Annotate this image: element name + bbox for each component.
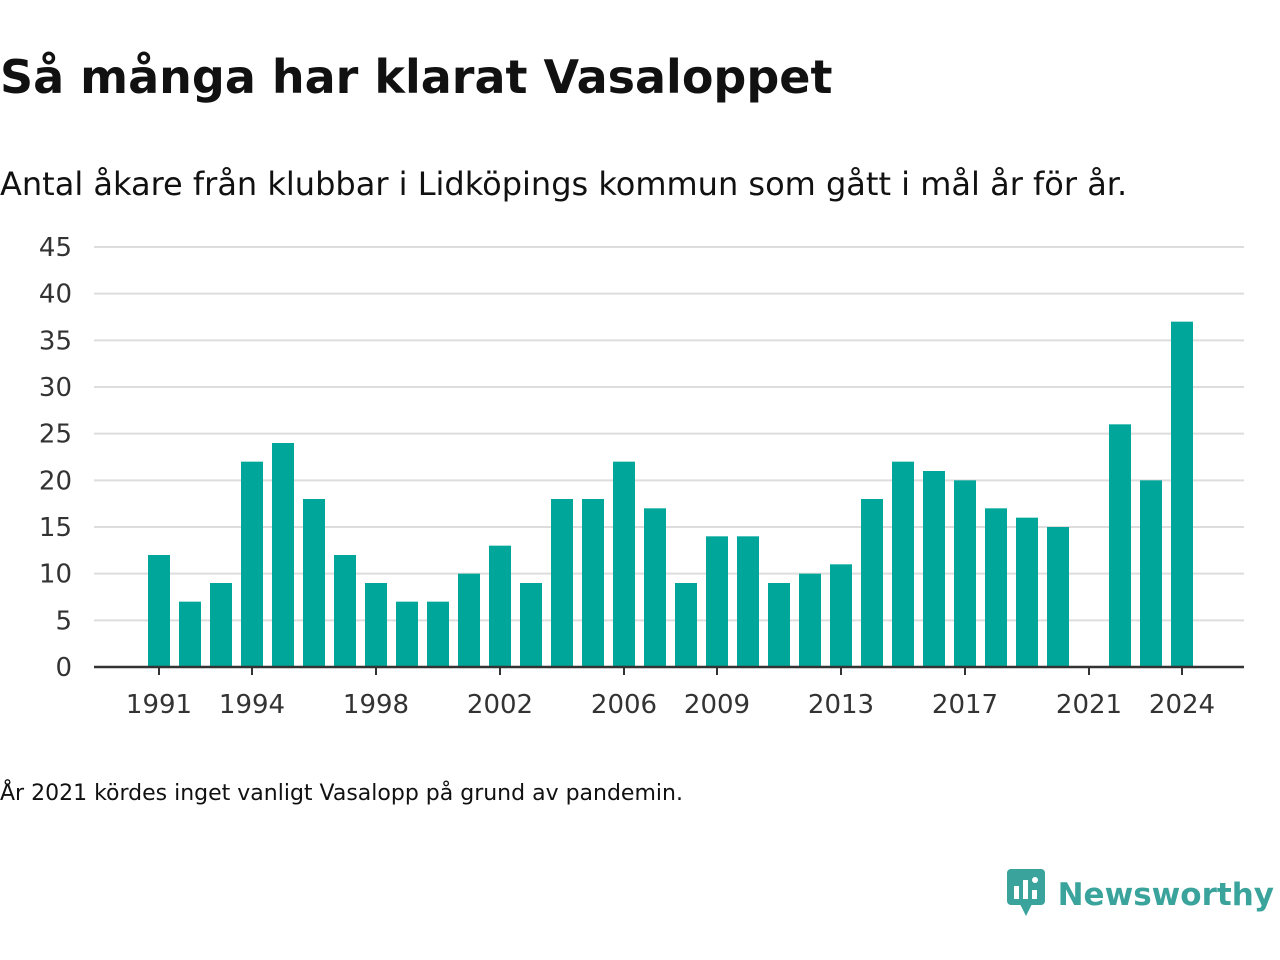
bar-2022 xyxy=(1109,424,1131,667)
x-axis-ticks: 1991 1994 1998 2002 2006 2009 2013 2017 2021 2024 xyxy=(126,667,1215,720)
bar-2002 xyxy=(489,545,511,667)
bar-1991 xyxy=(148,555,170,667)
x-tick-label: 2002 xyxy=(467,690,533,720)
bar-2009 xyxy=(706,536,728,667)
y-tick-label: 0 xyxy=(55,653,72,683)
bar-1993 xyxy=(210,583,232,667)
bar-2011 xyxy=(768,583,790,667)
bar-2000 xyxy=(427,601,449,667)
bar-chart-speech-bubble-icon xyxy=(1006,868,1046,922)
chart-title: Så många har klarat Vasaloppet xyxy=(0,50,833,104)
x-tick-label: 1998 xyxy=(343,690,409,720)
bar-1994 xyxy=(241,461,263,667)
bar-1996 xyxy=(303,499,325,667)
bar-2020 xyxy=(1047,527,1069,667)
y-tick-label: 40 xyxy=(39,280,72,310)
bar-2017 xyxy=(954,480,976,667)
grid-lines xyxy=(94,246,1244,622)
bar-2024 xyxy=(1171,321,1193,667)
bar-2015 xyxy=(892,461,914,667)
y-tick-label: 35 xyxy=(39,326,72,356)
footnote: År 2021 kördes inget vanligt Vasalopp på… xyxy=(0,781,683,806)
y-tick-label: 45 xyxy=(39,233,72,263)
bars xyxy=(148,321,1193,667)
x-tick-label: 2021 xyxy=(1056,690,1122,720)
bar-2023 xyxy=(1140,480,1162,667)
bar-2006 xyxy=(613,461,635,667)
x-tick-label: 2009 xyxy=(684,690,750,720)
y-tick-label: 25 xyxy=(39,420,72,450)
newsworthy-logo: Newsworthy xyxy=(1006,868,1274,922)
bar-2019 xyxy=(1016,517,1038,667)
x-tick-label: 2006 xyxy=(591,690,657,720)
bar-1997 xyxy=(334,555,356,667)
bar-2016 xyxy=(923,471,945,667)
bar-2004 xyxy=(551,499,573,667)
bar-2005 xyxy=(582,499,604,667)
bar-2010 xyxy=(737,536,759,667)
y-tick-label: 10 xyxy=(39,560,72,590)
bar-1999 xyxy=(396,601,418,667)
x-tick-label: 2024 xyxy=(1149,690,1215,720)
y-tick-label: 20 xyxy=(39,466,72,496)
bar-2014 xyxy=(861,499,883,667)
bar-chart: 0 5 10 15 20 25 30 35 40 45 1991 1994 1998 2002 2006 2… xyxy=(39,233,1244,720)
bar-1995 xyxy=(272,443,294,667)
brand-name: Newsworthy xyxy=(1057,877,1274,913)
bar-2013 xyxy=(830,564,852,667)
bar-2001 xyxy=(458,573,480,667)
bar-1992 xyxy=(179,601,201,667)
bar-2007 xyxy=(644,508,666,667)
x-tick-label: 2013 xyxy=(808,690,874,720)
bar-1998 xyxy=(365,583,387,667)
bar-2008 xyxy=(675,583,697,667)
y-axis-ticks: 0 5 10 15 20 25 30 35 40 45 xyxy=(39,233,72,683)
x-tick-label: 1991 xyxy=(126,690,192,720)
bar-2003 xyxy=(520,583,542,667)
x-tick-label: 1994 xyxy=(219,690,285,720)
bar-2018 xyxy=(985,508,1007,667)
y-tick-label: 15 xyxy=(39,513,72,543)
y-tick-label: 5 xyxy=(55,606,72,636)
bar-2012 xyxy=(799,573,821,667)
y-tick-label: 30 xyxy=(39,373,72,403)
x-tick-label: 2017 xyxy=(932,690,998,720)
chart-subtitle: Antal åkare från klubbar i Lidköpings ko… xyxy=(0,165,1128,203)
